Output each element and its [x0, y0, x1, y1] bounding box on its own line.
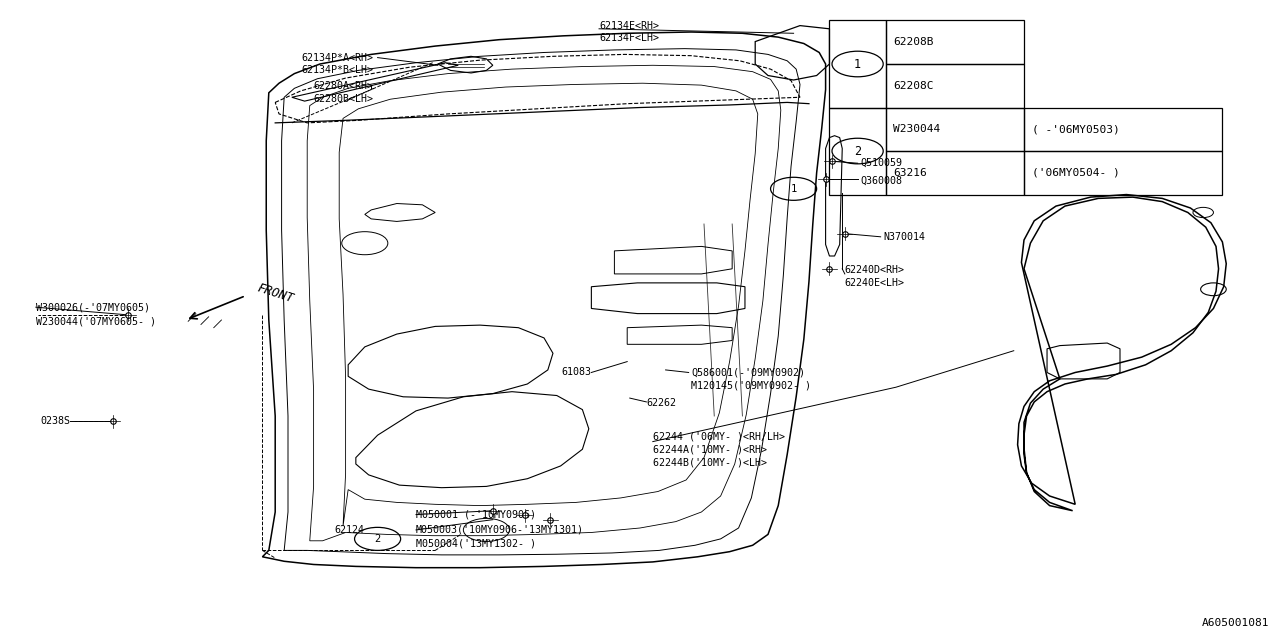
Text: Q510059: Q510059	[860, 158, 902, 168]
Text: M120145('09MY0902- ): M120145('09MY0902- )	[691, 381, 812, 391]
Text: W230044('07MY0605- ): W230044('07MY0605- )	[36, 316, 156, 326]
Text: A605001081: A605001081	[1202, 618, 1270, 628]
Text: 62244A('10MY- )<RH>: 62244A('10MY- )<RH>	[653, 444, 767, 454]
Text: 62134E<RH>: 62134E<RH>	[599, 20, 659, 31]
Text: 62208B: 62208B	[893, 37, 934, 47]
Text: 62280A<RH>: 62280A<RH>	[314, 81, 374, 92]
Text: 62240E<LH>: 62240E<LH>	[845, 278, 905, 288]
Text: 62208C: 62208C	[893, 81, 934, 91]
Text: 62124: 62124	[335, 525, 365, 535]
Text: M050003('10MY0906-'13MY1301): M050003('10MY0906-'13MY1301)	[416, 525, 584, 535]
Bar	[886, 151, 1024, 195]
Bar	[886, 64, 1024, 108]
Text: Q586001(-'09MY0902): Q586001(-'09MY0902)	[691, 367, 805, 378]
Text: 61083: 61083	[562, 367, 591, 378]
Text: 62262: 62262	[646, 398, 676, 408]
Text: 62280B<LH>: 62280B<LH>	[314, 94, 374, 104]
Bar	[1024, 108, 1222, 151]
Text: W230044: W230044	[893, 124, 941, 134]
Text: ('06MY0504- ): ('06MY0504- )	[1032, 168, 1120, 178]
Text: 62134F<LH>: 62134F<LH>	[599, 33, 659, 44]
Bar	[829, 20, 886, 108]
Text: 2: 2	[854, 145, 861, 157]
Text: 62244B('10MY- )<LH>: 62244B('10MY- )<LH>	[653, 457, 767, 467]
Bar	[886, 20, 1024, 64]
Text: 62134P*A<RH>: 62134P*A<RH>	[302, 52, 374, 63]
Text: 63216: 63216	[893, 168, 927, 178]
Bar	[1024, 151, 1222, 195]
Text: 1: 1	[791, 184, 796, 194]
Bar	[886, 108, 1024, 151]
Text: 1: 1	[854, 58, 861, 70]
Text: 62240D<RH>: 62240D<RH>	[845, 265, 905, 275]
Text: 62134P*B<LH>: 62134P*B<LH>	[302, 65, 374, 76]
Bar	[829, 108, 886, 195]
Text: M050004('13MY1302- ): M050004('13MY1302- )	[416, 539, 536, 549]
Text: 62244 ('06MY- )<RH/LH>: 62244 ('06MY- )<RH/LH>	[653, 431, 785, 442]
Text: 2: 2	[375, 534, 380, 544]
Text: N370014: N370014	[883, 232, 925, 242]
Text: FRONT: FRONT	[256, 281, 296, 305]
Text: Q360008: Q360008	[860, 175, 902, 186]
Text: M050001 (-'10MY0906): M050001 (-'10MY0906)	[416, 509, 536, 520]
Text: 0238S: 0238S	[41, 416, 70, 426]
Text: ( -'06MY0503): ( -'06MY0503)	[1032, 124, 1120, 134]
Text: W300026(-'07MY0605): W300026(-'07MY0605)	[36, 302, 150, 312]
